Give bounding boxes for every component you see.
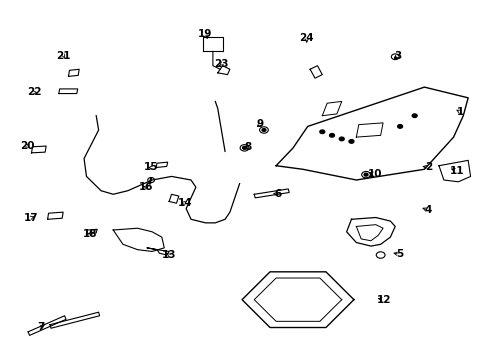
Circle shape [348,140,353,143]
Text: 5: 5 [396,249,403,259]
Circle shape [319,130,324,134]
Text: 24: 24 [299,33,313,43]
Text: 16: 16 [139,182,153,192]
Text: 21: 21 [56,51,71,61]
Text: 3: 3 [393,51,401,61]
Circle shape [329,134,334,137]
Text: 13: 13 [162,250,176,260]
Text: 12: 12 [377,295,391,305]
Text: 17: 17 [24,212,39,222]
Text: 8: 8 [244,142,251,152]
Text: 4: 4 [424,205,431,215]
Text: 22: 22 [27,87,41,98]
Text: 11: 11 [449,166,463,176]
Text: 6: 6 [273,189,281,199]
Text: 9: 9 [257,118,264,129]
Text: 15: 15 [143,162,158,172]
Text: 7: 7 [38,322,45,332]
Circle shape [339,137,344,141]
Circle shape [262,129,265,131]
Text: 20: 20 [20,141,34,151]
Text: 14: 14 [178,198,192,208]
Text: 19: 19 [197,29,211,39]
Circle shape [397,125,402,128]
Text: 18: 18 [83,229,98,239]
Circle shape [242,147,246,149]
Circle shape [364,173,367,176]
Text: 23: 23 [214,59,228,69]
Text: 2: 2 [424,162,431,172]
Text: 1: 1 [456,107,464,117]
Text: 10: 10 [367,169,381,179]
Circle shape [411,114,416,117]
